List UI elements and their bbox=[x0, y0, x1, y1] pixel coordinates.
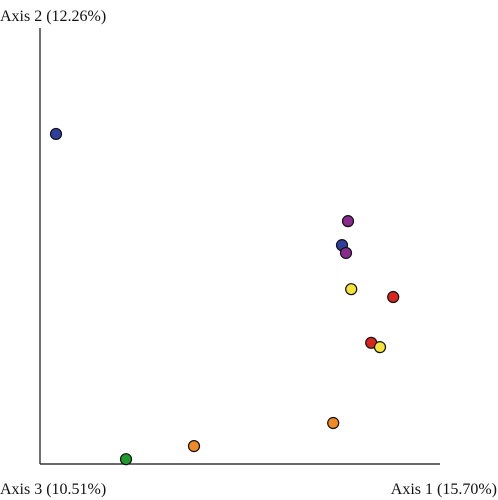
point bbox=[339, 246, 353, 260]
point bbox=[327, 416, 340, 430]
point bbox=[341, 215, 355, 228]
point bbox=[49, 127, 63, 141]
point bbox=[187, 440, 201, 453]
x-axis-label: Axis 1 (15.70%) bbox=[391, 481, 497, 498]
point bbox=[119, 453, 133, 466]
z-axis-label: Axis 3 (10.51%) bbox=[0, 481, 106, 498]
point bbox=[373, 341, 387, 354]
point bbox=[345, 283, 358, 296]
point bbox=[387, 290, 400, 304]
y-axis-label: Axis 2 (12.26%) bbox=[0, 8, 106, 25]
